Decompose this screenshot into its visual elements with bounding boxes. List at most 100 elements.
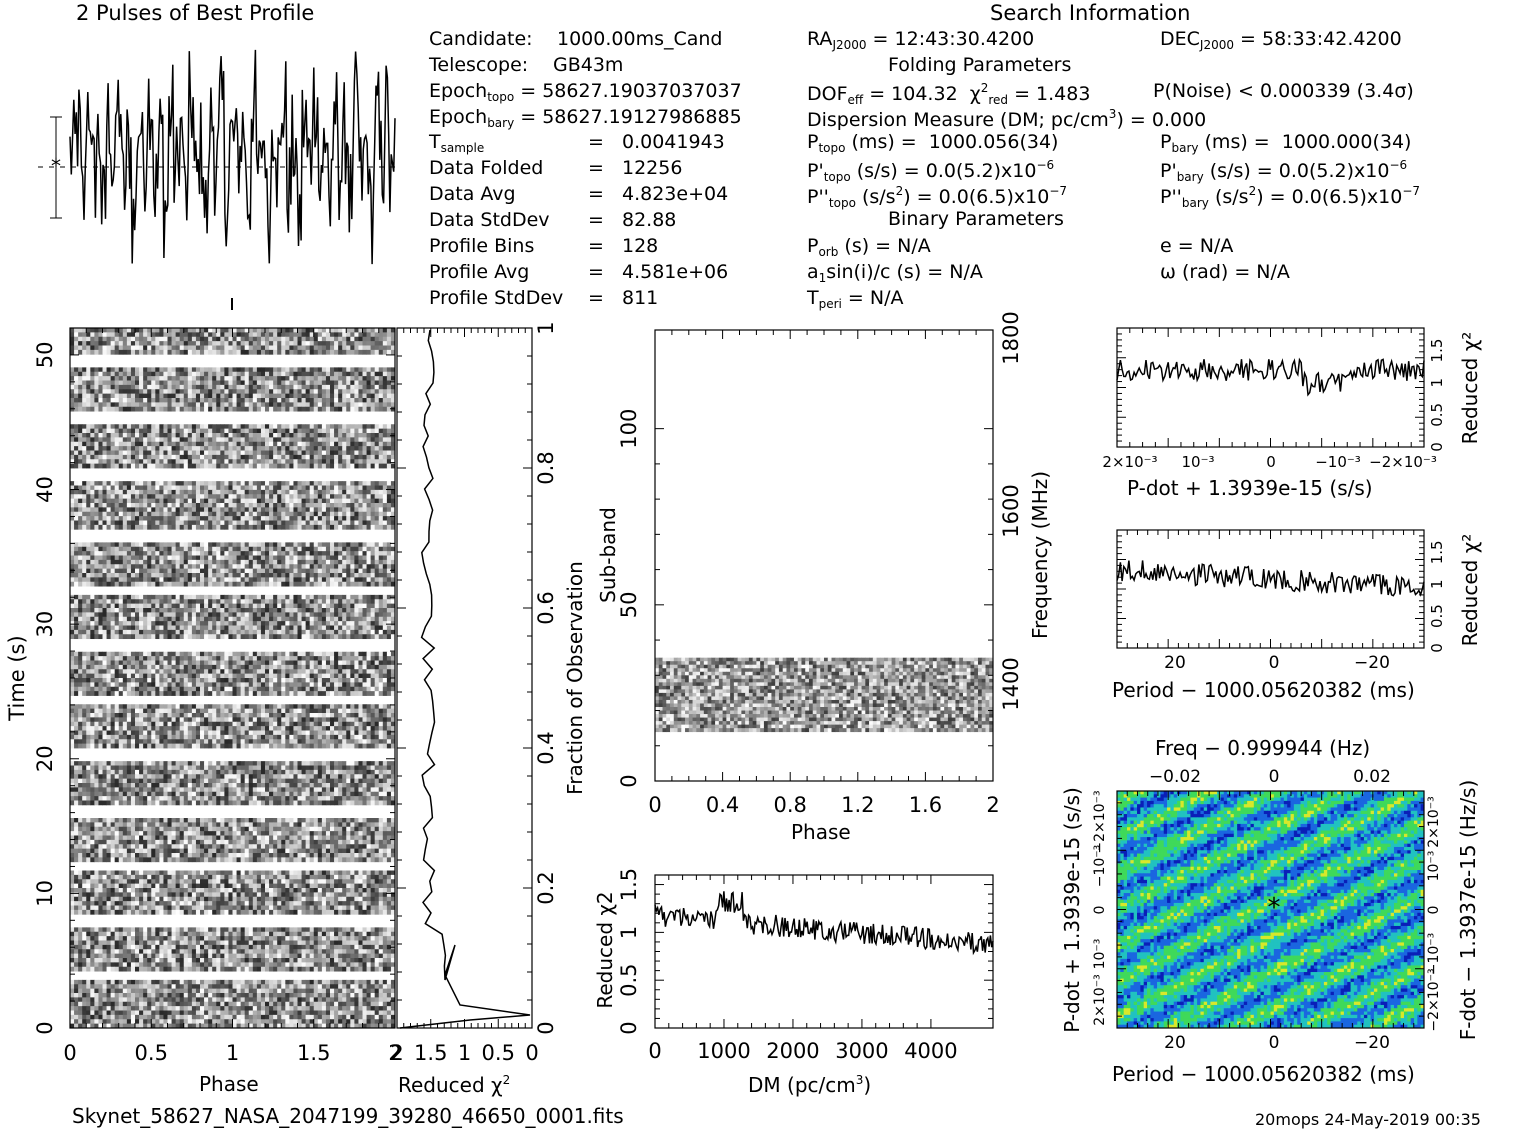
time-phase-cell — [342, 573, 347, 578]
time-phase-cell — [82, 625, 87, 631]
time-phase-cell — [98, 608, 103, 613]
time-phase-cell — [342, 559, 347, 565]
time-phase-cell — [216, 612, 221, 618]
time-phase-cell — [350, 328, 355, 333]
time-phase-cell — [236, 454, 242, 460]
time-phase-cell — [378, 384, 384, 390]
time-phase-cell — [350, 406, 355, 412]
time-phase-cell — [269, 463, 274, 469]
time-phase-cell — [228, 608, 233, 613]
time-phase-cell — [269, 577, 274, 583]
time-phase-cell — [167, 384, 172, 390]
time-phase-cell — [147, 577, 152, 583]
time-phase-cell — [216, 441, 221, 447]
time-phase-cell — [147, 485, 152, 491]
time-phase-cell — [354, 441, 359, 447]
time-phase-cell — [135, 603, 140, 609]
time-phase-cell — [317, 367, 323, 373]
time-phase-cell — [143, 406, 148, 412]
time-phase-cell — [98, 459, 103, 465]
time-phase-cell — [386, 389, 392, 395]
time-phase-cell — [269, 621, 274, 626]
time-phase-cell — [269, 603, 274, 609]
time-phase-cell — [195, 629, 201, 635]
time-phase-cell — [90, 594, 95, 600]
time-phase-cell — [126, 376, 132, 381]
time-phase-cell — [248, 433, 254, 438]
time-phase-cell — [265, 328, 270, 333]
time-phase-cell — [167, 463, 172, 469]
time-phase-cell — [94, 498, 99, 504]
time-phase-cell — [321, 568, 327, 574]
time-phase-cell — [346, 371, 351, 377]
time-phase-cell — [370, 573, 376, 578]
time-phase-cell — [386, 406, 392, 412]
time-phase-cell — [155, 406, 160, 412]
time-phase-cell — [252, 446, 258, 451]
time-phase-cell — [195, 656, 201, 661]
time-phase-cell — [224, 463, 229, 469]
time-phase-cell — [301, 625, 307, 631]
time-phase-cell — [330, 520, 335, 526]
time-phase-cell — [338, 603, 343, 609]
time-phase-cell — [126, 616, 132, 622]
time-phase-cell — [114, 402, 120, 408]
time-phase-cell — [110, 446, 116, 451]
time-phase-cell — [183, 406, 189, 412]
time-phase-cell — [200, 441, 205, 447]
time-phase-cell — [256, 503, 262, 508]
time-phase-cell — [382, 634, 388, 640]
time-phase-cell — [309, 629, 315, 635]
time-phase-cell — [175, 546, 181, 552]
time-phase-cell — [220, 564, 225, 570]
time-phase-cell — [183, 568, 189, 574]
time-phase-cell — [321, 371, 327, 377]
time-phase-cell — [313, 450, 319, 456]
time-phase-cell — [236, 603, 242, 609]
time-phase-cell — [155, 516, 160, 521]
time-phase-cell — [143, 489, 148, 495]
time-phase-cell — [220, 398, 225, 403]
time-phase-cell — [309, 594, 315, 600]
time-phase-cell — [135, 463, 140, 469]
time-phase-cell — [305, 559, 311, 565]
time-phase-cell — [342, 446, 347, 451]
time-phase-cell — [86, 345, 91, 351]
time-phase-cell — [135, 454, 140, 460]
time-phase-cell — [179, 573, 185, 578]
time-phase-cell — [301, 594, 307, 600]
time-phase-cell — [362, 511, 367, 517]
time-phase-cell — [346, 507, 351, 513]
time-phase-cell — [159, 489, 164, 495]
time-phase-cell — [370, 564, 376, 570]
time-phase-cell — [204, 463, 209, 469]
time-phase-cell — [366, 341, 372, 346]
time-phase-cell — [179, 494, 185, 500]
time-phase-cell — [301, 612, 307, 618]
time-phase-cell — [350, 516, 355, 521]
time-phase-cell — [183, 507, 189, 513]
time-phase-cell — [86, 402, 91, 408]
time-phase-cell — [70, 603, 75, 609]
time-phase-cell — [378, 332, 384, 338]
time-phase-cell — [354, 594, 359, 600]
time-phase-cell — [366, 498, 372, 504]
time-phase-cell — [135, 577, 140, 583]
time-phase-cell — [289, 581, 294, 587]
time-phase-cell — [297, 621, 302, 626]
time-phase-cell — [293, 349, 298, 355]
time-phase-cell — [167, 568, 172, 574]
time-phase-cell — [362, 450, 367, 456]
time-phase-cell — [147, 621, 152, 626]
time-phase-cell — [163, 542, 168, 548]
time-phase-cell — [204, 345, 209, 351]
time-phase-cell — [187, 573, 193, 578]
time-phase-cell — [260, 625, 266, 631]
time-phase-cell — [151, 402, 156, 408]
time-phase-cell — [155, 568, 160, 574]
time-phase-cell — [70, 629, 75, 635]
time-phase-cell — [179, 608, 185, 613]
time-phase-cell — [78, 389, 83, 395]
time-phase-cell — [78, 481, 83, 486]
time-phase-cell — [200, 450, 205, 456]
